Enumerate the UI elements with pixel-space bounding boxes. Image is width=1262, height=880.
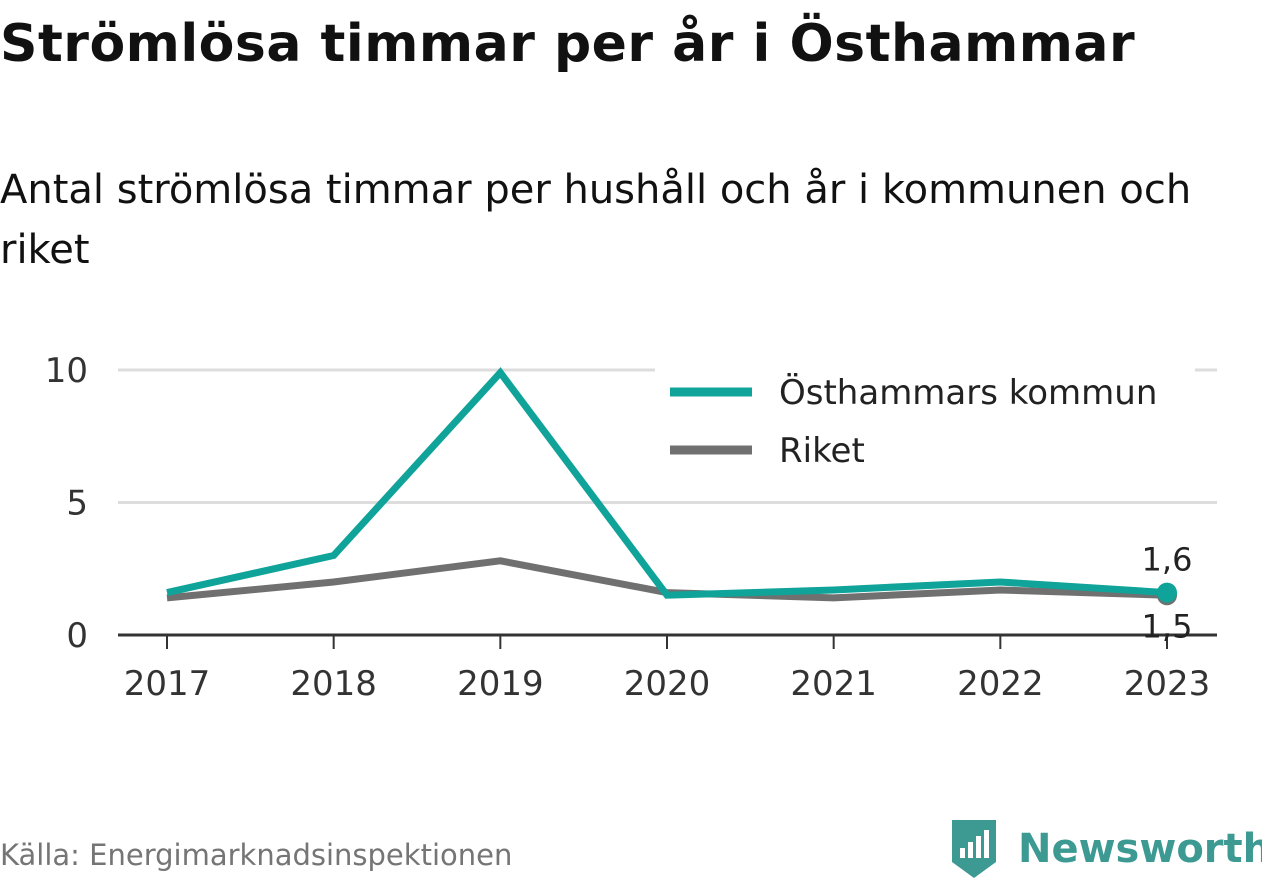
series-end-point [1157,582,1177,603]
brand-name: Newsworthy [1018,826,1262,872]
legend-label: Östhammars kommun [779,372,1157,413]
end-labels: 1,6 1,5 [1142,541,1193,646]
end-value-label: 1,5 [1142,607,1193,645]
legend: Östhammars kommun Riket [655,362,1195,480]
y-tick-label: 10 [45,351,88,391]
newsworthy-logo-icon [952,820,996,878]
legend-background [655,362,1195,480]
x-axis: 2017 2018 2019 2020 2021 2022 2023 [124,635,1211,704]
series-line [166,367,1168,599]
x-tick-label: 2019 [457,664,544,704]
x-tick-label: 2022 [957,664,1044,704]
x-tick-label: 2017 [124,664,211,704]
x-tick-label: 2018 [290,664,377,704]
x-tick-label: 2023 [1124,664,1211,704]
series-lines [166,367,1177,606]
x-tick-label: 2021 [790,664,877,704]
source-note: Källa: Energimarknadsinspektionen [0,838,513,872]
y-tick-label: 5 [66,484,88,524]
y-axis: 0 5 10 [45,351,88,656]
chart-subtitle: Antal strömlösa timmar per hushåll och å… [0,167,1192,273]
x-tick-label: 2020 [624,664,711,704]
end-value-label: 1,6 [1142,541,1193,579]
legend-label: Riket [779,431,865,471]
brand-logo: Newsworthy [950,818,1262,880]
chart-title: Strömlösa timmar per år i Östhammar [0,14,1136,74]
y-tick-label: 0 [66,616,88,656]
